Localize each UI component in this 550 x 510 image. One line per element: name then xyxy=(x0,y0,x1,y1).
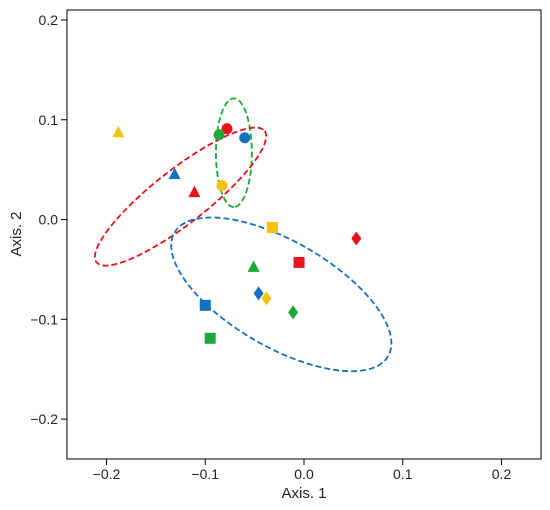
blue-group-ellipse xyxy=(170,216,393,373)
blue-square-point xyxy=(199,299,211,311)
green-square-point xyxy=(204,332,216,344)
blue-circle-point xyxy=(239,132,251,144)
y-tick-label: 0.0 xyxy=(39,212,59,228)
blue-diamond-point xyxy=(253,286,264,301)
point-layer xyxy=(112,123,362,344)
x-axis-label: Axis. 1 xyxy=(281,485,326,502)
x-tick-label: 0.0 xyxy=(294,466,314,482)
yellow-triangle-point xyxy=(112,125,125,138)
x-tick-label: −0.1 xyxy=(191,466,219,482)
y-axis-label: Axis. 2 xyxy=(8,211,25,256)
green-triangle-point xyxy=(247,260,260,272)
plot-frame xyxy=(66,9,542,460)
red-circle-point xyxy=(221,123,233,135)
y-tick-label: −0.2 xyxy=(30,411,58,427)
ellipse-layer xyxy=(94,97,393,373)
red-triangle-point xyxy=(188,185,201,198)
green-diamond-point xyxy=(288,305,299,320)
x-tick-label: 0.1 xyxy=(393,466,413,482)
y-tick-label: 0.1 xyxy=(39,112,59,128)
green-circle-point xyxy=(213,129,225,141)
red-square-point xyxy=(293,256,305,268)
red-diamond-point xyxy=(351,231,362,246)
yellow-circle-point xyxy=(216,180,228,192)
x-tick-label: −0.2 xyxy=(93,466,121,482)
yellow-diamond-point xyxy=(261,291,272,306)
x-tick-label: 0.2 xyxy=(492,466,512,482)
axis-layer: −0.2 −0.1 0.0 0.1 0.2 −0.2 −0.1 0.0 0.1 0.2 xyxy=(30,12,511,482)
yellow-square-point xyxy=(266,222,278,234)
red-group-ellipse xyxy=(94,126,268,267)
blue-triangle-point xyxy=(168,167,181,180)
y-tick-label: 0.2 xyxy=(39,12,59,28)
green-group-ellipse xyxy=(215,97,253,208)
y-tick-label: −0.1 xyxy=(30,311,58,327)
